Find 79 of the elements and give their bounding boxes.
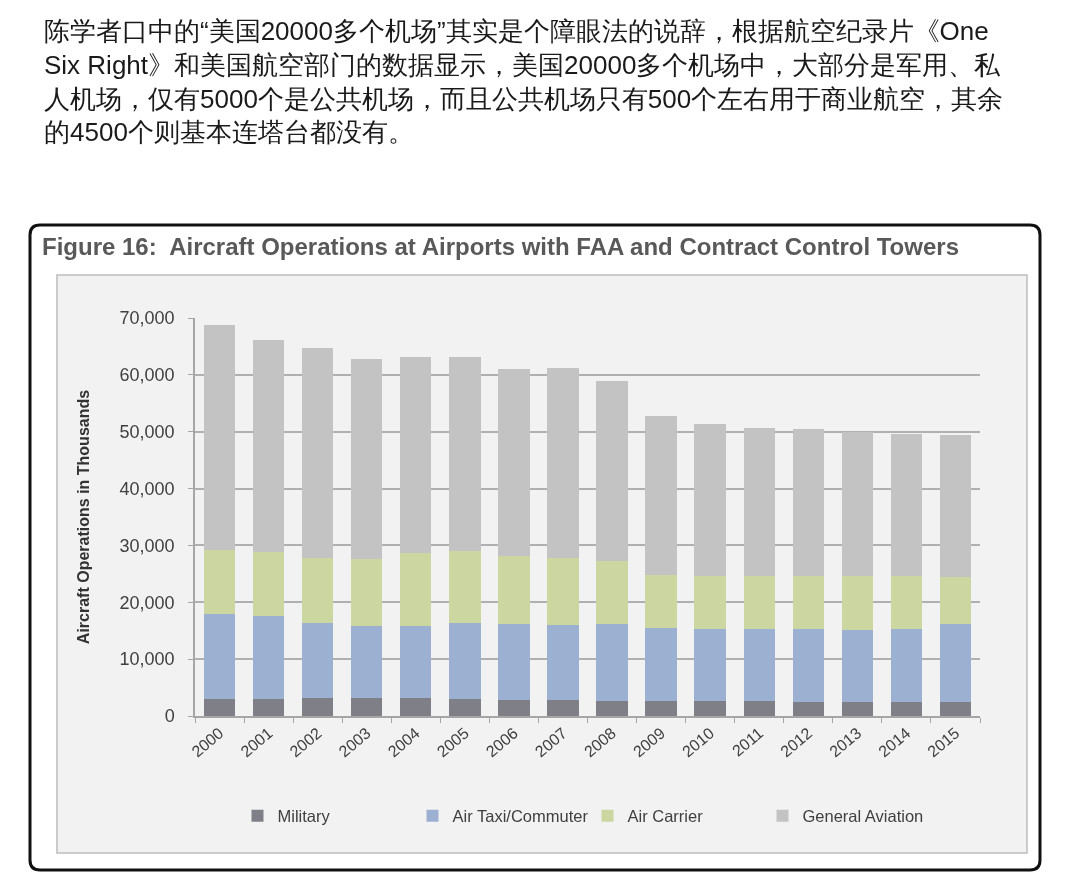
bar xyxy=(939,576,972,624)
bar xyxy=(694,701,726,716)
chart-title: Figure 16: Aircraft Operations at Airports with FAA and Contract Control Towers xyxy=(42,233,959,261)
y-tick-label: 30,000 xyxy=(119,535,175,556)
bar xyxy=(400,626,432,699)
bar xyxy=(939,434,972,577)
y-tick-label: 70,000 xyxy=(119,308,175,329)
y-tick-label: 40,000 xyxy=(119,478,175,499)
bar xyxy=(351,559,383,627)
bar xyxy=(743,701,775,716)
bar xyxy=(596,561,628,625)
bar xyxy=(449,551,481,624)
bar xyxy=(547,368,579,558)
bar xyxy=(449,357,481,552)
y-tick-label: 0 xyxy=(164,706,175,727)
bar xyxy=(301,622,334,699)
legend-label: Air Taxi/Commuter xyxy=(452,807,589,826)
bar xyxy=(301,557,334,623)
bar xyxy=(841,432,874,577)
bar xyxy=(841,576,874,630)
bar xyxy=(203,614,236,699)
bar xyxy=(301,698,334,716)
bar xyxy=(252,339,285,552)
bar xyxy=(547,557,579,626)
bar xyxy=(841,629,874,702)
y-tick-label: 20,000 xyxy=(119,592,175,613)
text: 陈学者口中的“美国20000多个机场”其实是个障眼法的说辞，根据航空纪录片《One Six Right》和美国航空部门的数据显示，美国20000多个机场中，大部分是军用、私人机场，仅有5000个是公共机场，而且公共机场只有500个左右用于商业航空，其余的4500个则基本连塔台都没有。 xyxy=(44,16,1004,148)
bar xyxy=(301,347,334,558)
bar xyxy=(743,575,775,630)
y-axis-title: Aircraft Operations in Thousands xyxy=(74,389,92,645)
bar xyxy=(400,357,432,554)
bar xyxy=(547,700,579,716)
bar xyxy=(498,624,530,701)
bar xyxy=(890,575,923,630)
y-tick-label: 60,000 xyxy=(119,365,175,386)
bar xyxy=(498,369,530,556)
bar xyxy=(841,701,874,716)
legend-label: General Aviation xyxy=(802,807,924,826)
legend-label: Air Carrier xyxy=(627,807,704,826)
bar xyxy=(792,428,824,576)
bar xyxy=(890,629,923,702)
bar xyxy=(596,701,628,716)
bar xyxy=(498,700,530,716)
bar xyxy=(939,701,972,716)
bar xyxy=(400,698,432,716)
bar xyxy=(203,549,236,615)
bar xyxy=(351,358,383,560)
bar xyxy=(939,623,972,702)
bar xyxy=(400,553,432,627)
bar xyxy=(203,698,236,716)
bar xyxy=(645,416,677,575)
bar xyxy=(792,575,824,630)
bar xyxy=(694,629,726,702)
bar xyxy=(596,624,628,702)
y-tick-label: 50,000 xyxy=(119,422,175,443)
bar xyxy=(252,698,285,716)
bar xyxy=(645,701,677,716)
legend-label: Military xyxy=(277,807,331,826)
bar xyxy=(890,433,923,576)
bar xyxy=(449,698,481,716)
bar xyxy=(743,428,775,576)
bar xyxy=(351,698,383,716)
bar xyxy=(694,424,726,577)
bar xyxy=(694,576,726,630)
bar xyxy=(252,615,285,699)
bar xyxy=(498,555,530,625)
y-tick-label: 10,000 xyxy=(119,649,175,670)
bar xyxy=(792,629,824,702)
bar xyxy=(792,701,824,716)
bar xyxy=(645,628,677,702)
bar xyxy=(890,701,923,716)
bar xyxy=(596,381,628,562)
bar xyxy=(645,574,677,629)
bar xyxy=(252,551,285,616)
bar xyxy=(547,625,579,701)
bar xyxy=(351,626,383,699)
bar xyxy=(743,629,775,702)
bar xyxy=(203,325,236,550)
bar xyxy=(449,623,481,699)
